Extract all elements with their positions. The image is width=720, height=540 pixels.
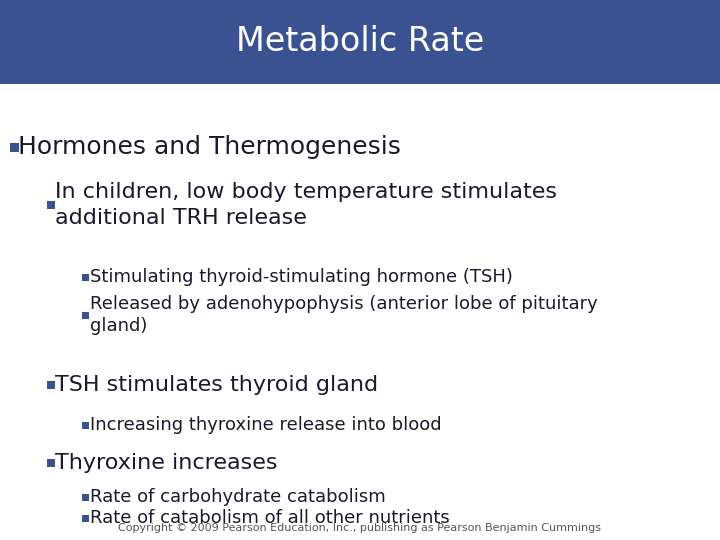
Bar [82, 422, 89, 429]
Bar [82, 273, 89, 280]
Text: Rate of catabolism of all other nutrients: Rate of catabolism of all other nutrient… [90, 509, 450, 527]
Text: In children, low body temperature stimulates
additional TRH release: In children, low body temperature stimul… [55, 182, 557, 228]
Text: Rate of carbohydrate catabolism: Rate of carbohydrate catabolism [90, 488, 386, 506]
Bar [47, 381, 55, 389]
Bar [47, 459, 55, 467]
Bar [0, 0, 720, 84]
Bar [82, 312, 89, 319]
Text: Metabolic Rate: Metabolic Rate [236, 25, 484, 58]
Text: Increasing thyroxine release into blood: Increasing thyroxine release into blood [90, 416, 441, 434]
Bar [82, 494, 89, 501]
Text: Hormones and Thermogenesis: Hormones and Thermogenesis [18, 135, 401, 159]
Bar [82, 515, 89, 522]
Text: TSH stimulates thyroid gland: TSH stimulates thyroid gland [55, 375, 378, 395]
Text: Stimulating thyroid-stimulating hormone (TSH): Stimulating thyroid-stimulating hormone … [90, 268, 513, 286]
Text: Thyroxine increases: Thyroxine increases [55, 453, 277, 473]
Text: Copyright © 2009 Pearson Education, Inc., publishing as Pearson Benjamin Cumming: Copyright © 2009 Pearson Education, Inc.… [119, 523, 601, 533]
Bar [47, 201, 55, 209]
Text: Released by adenohypophysis (anterior lobe of pituitary
gland): Released by adenohypophysis (anterior lo… [90, 294, 598, 335]
Bar [10, 143, 19, 152]
